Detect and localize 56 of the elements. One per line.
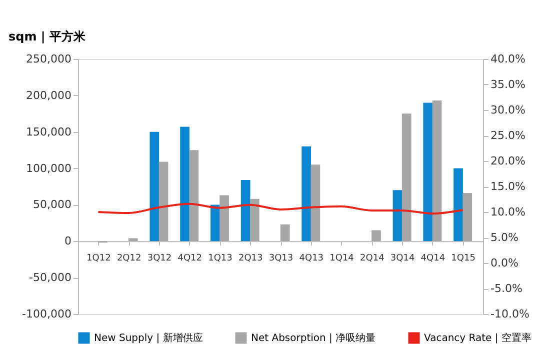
y2-tick-label: 10.0% [490,206,526,218]
x-tick-label: 1Q14 [330,254,354,264]
legend-label: New Supply | 新增供应 [94,332,203,344]
y-tick-label: 100,000 [26,162,72,175]
y2-tick-label: 0.0% [490,256,518,270]
bar [189,150,199,242]
y2-tick-label: 20.0% [490,154,526,168]
y-tick-label: 250,000 [26,52,72,66]
bar [302,146,311,242]
y-tick-label: -100,000 [22,308,72,320]
bar [128,238,138,242]
bar [432,100,442,242]
x-tick-label: 3Q12 [147,254,172,264]
legend-label: Vacancy Rate | 空置率 [424,332,532,344]
x-tick-label: 4Q14 [420,254,446,264]
y-tick-label: 200,000 [26,88,72,102]
bar [402,114,412,242]
line-series [97,202,464,215]
x-tick-label: 2Q13 [238,254,263,264]
y-tick-label: 0 [64,234,72,248]
x-tick-label: 3Q13 [268,254,294,264]
bar [372,230,381,242]
x-tick-label: 3Q14 [390,254,415,264]
y-tick-label: 150,000 [26,125,72,138]
x-tick-label: 1Q13 [208,254,232,264]
x-tick-label: 4Q12 [178,254,202,264]
y2-tick-label: 35.0% [490,78,526,91]
x-tick-label: 1Q12 [86,254,111,264]
bar [250,198,260,242]
y2-tick-label: 25.0% [490,129,526,142]
bar [180,126,190,242]
y2-tick-label: 40.0% [490,52,526,66]
legend-label: Net Absorption | 净吸纳量 [251,332,376,344]
bar [280,224,290,242]
y-axis-title: sqm | 平方米 [8,30,86,44]
y2-tick-label: -5.0% [490,282,522,295]
bar [220,195,229,242]
y2-tick-label: 5.0% [490,231,518,244]
x-tick-label: 1Q15 [451,254,476,264]
x-tick-label: 2Q14 [360,254,385,264]
x-tick-label: 2Q12 [116,254,142,264]
bar [462,193,472,242]
bar [423,102,433,242]
y2-tick-label: -10.0% [490,308,530,320]
y2-tick-label: 15.0% [490,180,526,193]
y-tick-label: 50,000 [33,198,72,212]
bar [392,190,402,242]
y2-tick-label: 30.0% [490,104,526,116]
bar [454,168,463,242]
bar [310,164,320,242]
x-tick-label: 4Q13 [299,254,324,264]
y-tick-label: -50,000 [29,271,72,284]
bar [210,204,220,242]
bar [158,162,168,242]
bar [240,180,250,242]
bar [150,132,160,242]
